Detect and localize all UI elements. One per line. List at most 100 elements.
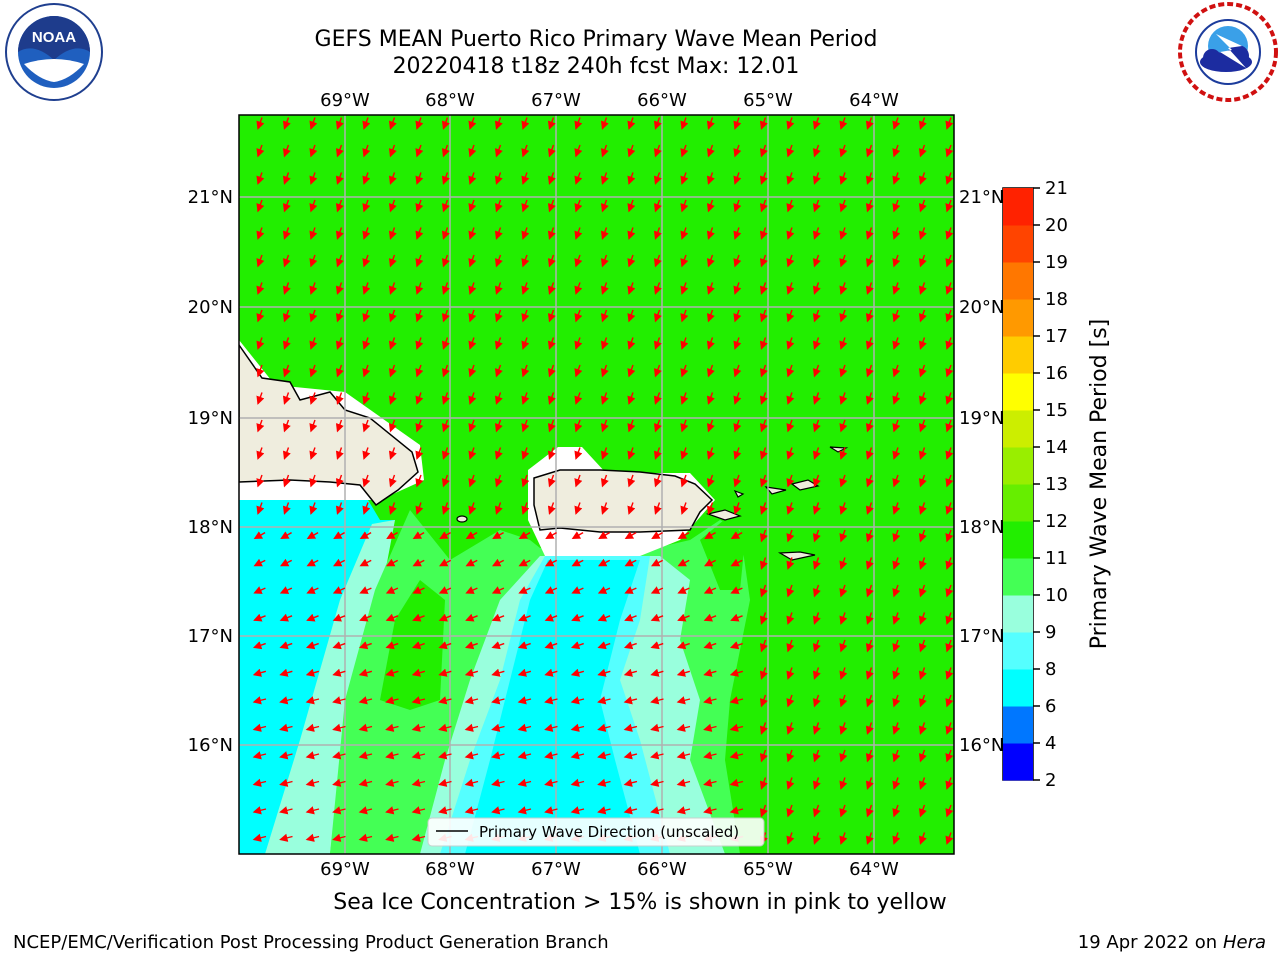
wave-arrow <box>574 502 583 515</box>
wave-arrow <box>309 419 318 433</box>
wave-arrow <box>892 557 901 570</box>
wave-arrow <box>680 502 689 515</box>
wave-arrow <box>918 529 927 543</box>
wave-arrow <box>547 447 556 460</box>
lon-label: 68°W <box>425 90 475 111</box>
colorbar-tick-label: 18 <box>1045 289 1068 310</box>
wave-arrow <box>335 447 344 460</box>
wave-arrow <box>521 199 530 213</box>
wave-arrow <box>680 144 689 158</box>
chart-subtitle: 20220418 t18z 240h fcst Max: 12.01 <box>392 54 800 79</box>
wave-arrow <box>598 531 610 540</box>
wave-arrow <box>544 613 558 622</box>
wave-arrow <box>491 723 505 732</box>
anegada-island <box>829 446 849 453</box>
wave-arrow <box>547 117 556 130</box>
wave-arrow <box>465 558 478 567</box>
colorbar-label: Primary Wave Mean Period [s] <box>1087 319 1112 650</box>
wave-arrow <box>441 117 450 130</box>
wave-arrow <box>415 364 424 378</box>
wave-arrow <box>309 392 318 405</box>
wave-arrow <box>438 613 452 622</box>
wave-arrow <box>358 778 373 787</box>
wave-arrow <box>438 751 452 760</box>
wave-arrow <box>839 282 848 295</box>
wave-arrow <box>494 254 503 268</box>
wave-arrow <box>729 668 744 677</box>
wave-arrow <box>786 419 795 433</box>
wave-arrow <box>759 722 768 735</box>
wave-arrow <box>865 227 874 240</box>
wave-arrow <box>335 199 344 213</box>
wave-arrow <box>729 778 744 787</box>
wave-arrow <box>624 558 637 567</box>
wave-arrow <box>279 613 293 622</box>
wave-arrow <box>839 337 848 350</box>
wave-arrow <box>892 117 901 130</box>
wave-arrow <box>651 558 664 567</box>
wave-arrow <box>812 502 821 515</box>
wave-arrow <box>521 419 530 433</box>
wave-arrow <box>252 751 267 760</box>
wave-arrow <box>415 227 424 240</box>
colorbar-bin <box>1003 632 1033 670</box>
wave-arrow <box>729 696 744 705</box>
wave-arrow <box>279 586 293 594</box>
wave-arrow <box>945 474 954 488</box>
wave-arrow <box>812 117 821 130</box>
wave-arrow <box>309 199 318 213</box>
wave-arrow <box>653 502 662 515</box>
wave-arrow <box>415 474 424 488</box>
colorbar-tick-label: 6 <box>1045 696 1056 717</box>
wave-arrow <box>865 612 874 625</box>
wave-arrow <box>574 199 583 213</box>
wave-arrow <box>706 227 715 240</box>
wave-arrow <box>892 172 901 185</box>
wave-arrow <box>892 254 901 268</box>
wave-arrow <box>282 392 291 405</box>
wave-arrow <box>918 584 927 598</box>
wave-arrow <box>494 309 503 323</box>
wave-arrow <box>309 364 318 378</box>
wave-arrow <box>706 419 715 433</box>
wave-arrow <box>309 227 318 240</box>
lat-label: 20°N <box>188 297 233 318</box>
wave-arrow <box>918 392 927 405</box>
wave-arrow <box>253 531 266 540</box>
wave-arrow <box>305 641 319 650</box>
wave-arrow <box>653 282 662 295</box>
wave-arrow <box>600 199 609 213</box>
wave-arrow <box>918 502 927 515</box>
colorbar-bin <box>1003 373 1033 411</box>
wave-arrow <box>812 172 821 185</box>
wave-arrow <box>759 667 768 680</box>
colorbar-tick-label: 21 <box>1045 178 1068 199</box>
wave-arrow <box>623 641 637 650</box>
wave-arrow <box>309 502 318 515</box>
wave-arrow <box>547 502 556 515</box>
wave-arrow <box>547 337 556 350</box>
wave-arrow <box>412 613 425 622</box>
wave-arrow <box>812 804 821 818</box>
wave-arrow <box>623 723 638 732</box>
wave-arrow <box>385 586 399 594</box>
wave-arrow <box>839 117 848 130</box>
wave-arrow <box>653 337 662 350</box>
wave-arrow <box>415 309 424 323</box>
wave-arrow <box>438 668 452 677</box>
wave-arrow <box>733 199 742 213</box>
wave-arrow <box>335 502 344 515</box>
wave-arrow <box>892 722 901 735</box>
wave-arrow <box>306 613 319 622</box>
wave-arrow <box>574 309 583 323</box>
wave-arrow <box>733 419 742 433</box>
wave-arrow <box>892 584 901 598</box>
wave-arrow <box>892 612 901 625</box>
wave-arrow <box>256 364 265 378</box>
wave-arrow <box>703 641 717 650</box>
wave-arrow <box>468 172 477 185</box>
wave-arrow <box>680 227 689 240</box>
wave-arrow <box>574 364 583 378</box>
wave-arrow <box>653 392 662 405</box>
wave-arrow <box>468 199 477 213</box>
